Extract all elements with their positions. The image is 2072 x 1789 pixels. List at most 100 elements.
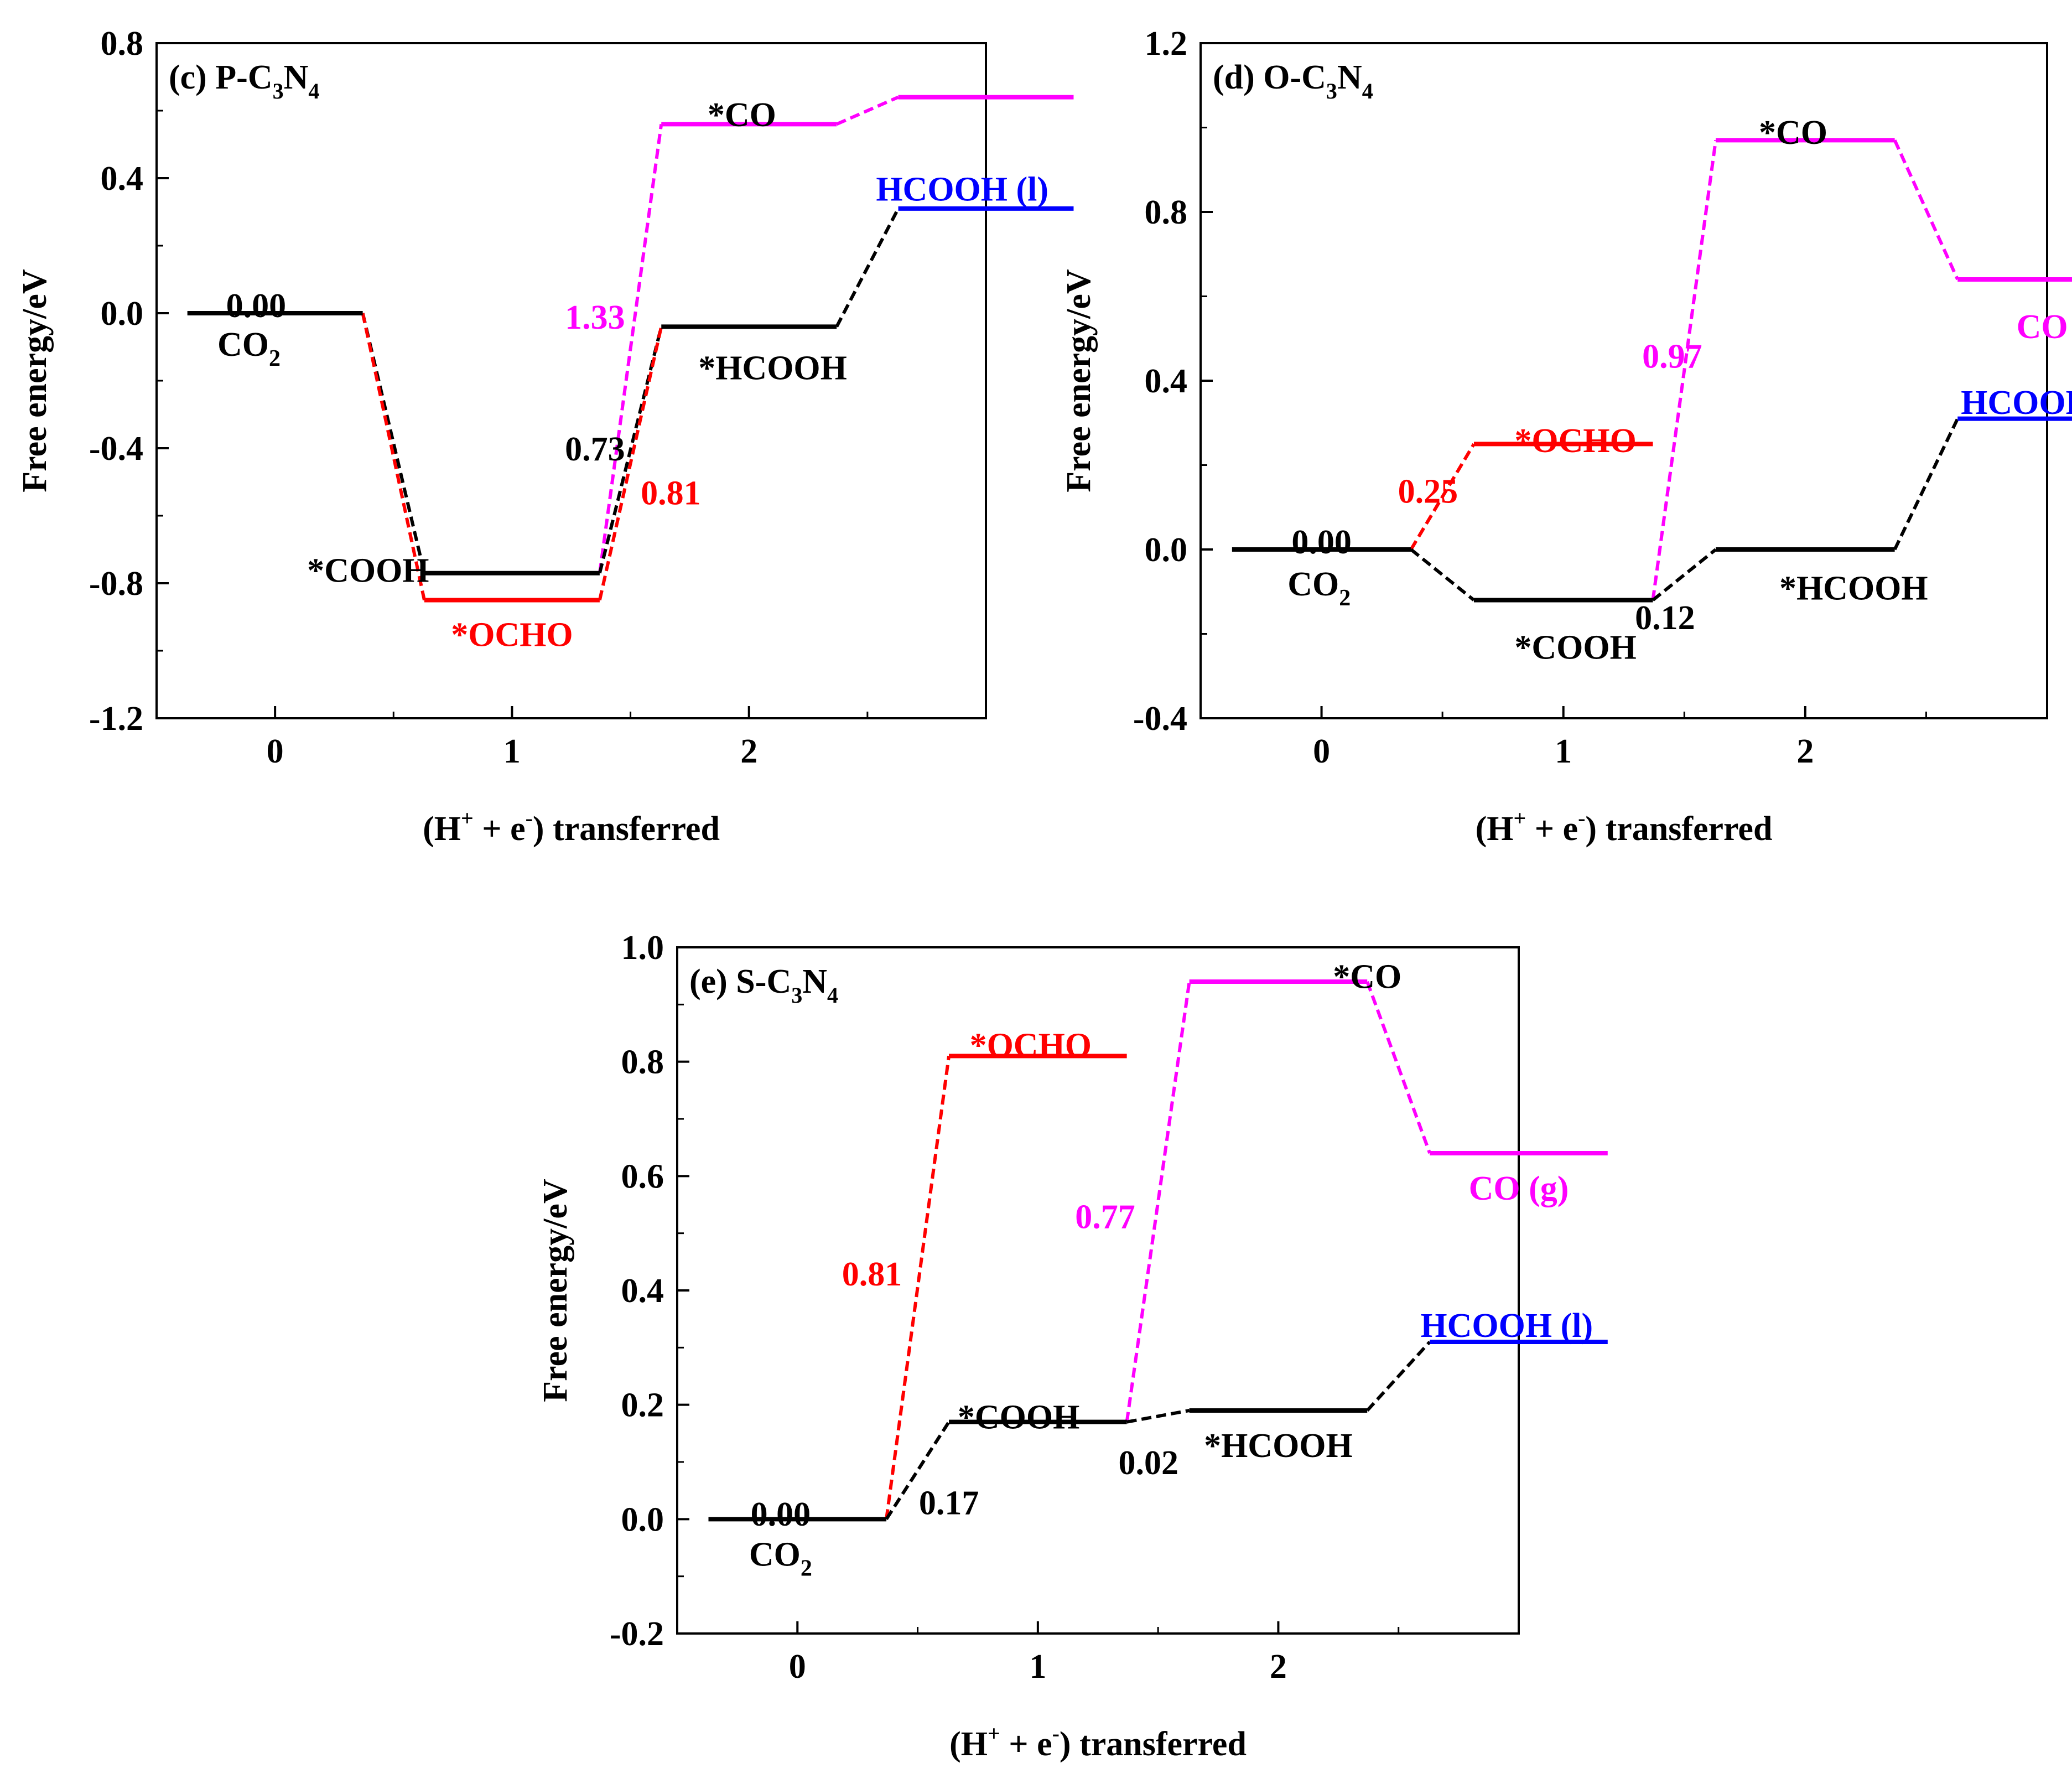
y-tick-label: 0.8 — [621, 1044, 664, 1081]
y-tick-label: 0.0 — [1145, 531, 1188, 569]
y-tick-label: 1.0 — [621, 929, 664, 967]
data-label-text: *HCOOH — [1779, 570, 1928, 608]
panel-title-sub: 4 — [308, 79, 319, 103]
path-line-red — [885, 1055, 951, 1520]
path-line-black — [835, 208, 900, 328]
panel-title-part: N — [1337, 59, 1362, 96]
data-label-text: *CO — [1333, 958, 1401, 996]
path-line-red — [598, 326, 663, 601]
x-axis-label-part: (H — [423, 810, 461, 848]
path-line-black — [598, 326, 663, 574]
x-tick-label: 1 — [1555, 733, 1572, 770]
data-label-sub: 2 — [269, 346, 281, 371]
panel-title-part: (c) P-C — [169, 59, 273, 96]
data-label-text: *HCOOH — [698, 350, 847, 387]
data-label: *COOH — [307, 552, 429, 590]
y-tick-label: 0.4 — [101, 160, 144, 198]
data-label: 0.77 — [1075, 1199, 1135, 1236]
x-tick-label: 2 — [1270, 1648, 1287, 1686]
x-axis-label-part: + e — [1000, 1725, 1052, 1763]
path-line-magenta — [835, 95, 899, 126]
panel-title-part: N — [802, 963, 827, 1000]
data-label-text: *COOH — [1514, 629, 1636, 666]
panel-title-sub: 3 — [1326, 79, 1337, 103]
x-axis-label-part: + e — [474, 810, 526, 848]
panel-title-sub: 4 — [827, 983, 838, 1008]
data-label-text: 1.33 — [565, 299, 625, 336]
data-label: *COOH — [1514, 629, 1636, 666]
data-label: 0.12 — [1635, 599, 1695, 637]
data-label: 0.25 — [1398, 473, 1458, 510]
data-label-text: CO (g) — [2017, 308, 2072, 346]
data-label-text: 0.00 — [1291, 523, 1352, 561]
x-axis-label-part: (H — [1476, 810, 1514, 848]
data-label-text: 0.77 — [1075, 1199, 1135, 1236]
data-label: 0.73 — [565, 431, 625, 468]
y-axis-label: Free energy/eV — [537, 1179, 574, 1402]
data-label: HCOOH (l) — [876, 170, 1048, 208]
panel-d: -0.4 0.0 0.4 0.8 1.2 0 1 2 (H+ + e-) transferred… — [1060, 25, 2072, 848]
y-tick-label: -0.2 — [610, 1615, 664, 1653]
panel-e: -0.2 0.0 0.2 0.4 0.6 0.8 1.0 0 1 2 (H+ + e-) trans… — [537, 929, 1608, 1763]
data-label-text: *HCOOH — [1204, 1427, 1353, 1465]
panel-title-sub: 3 — [273, 79, 284, 103]
data-label-text: *COOH — [958, 1398, 1079, 1436]
x-tick-label: 0 — [1313, 733, 1330, 770]
panel-title: (c) P-C3N4 — [169, 59, 319, 103]
x-axis-label-part: ) transferred — [533, 810, 720, 848]
path-line-black — [1366, 1340, 1431, 1412]
y-tick-label: 0.0 — [101, 295, 144, 333]
x-axis-label-part: + e — [1526, 810, 1578, 848]
y-tick-label: -0.4 — [1133, 700, 1187, 738]
path-line-red — [361, 313, 426, 601]
data-label-text: *CO — [708, 96, 776, 134]
data-label: 0.97 — [1642, 338, 1702, 375]
data-label-text: 0.17 — [919, 1484, 979, 1522]
data-label-text: 0.02 — [1119, 1444, 1179, 1482]
data-label: *OCHO — [970, 1027, 1092, 1065]
path-line-magenta — [598, 123, 663, 574]
data-label-text: 0.00 — [751, 1496, 811, 1533]
data-label: 0.17 — [919, 1484, 979, 1522]
path-line-black — [1410, 548, 1475, 601]
path-line-magenta — [1651, 139, 1718, 600]
path-line-red — [1409, 443, 1476, 551]
data-label: 0.81 — [641, 474, 701, 512]
x-axis-label: (H+ + e-) transferred — [949, 1721, 1247, 1763]
y-tick-label: 0.8 — [1145, 194, 1188, 231]
y-tick-label: 0.8 — [101, 25, 144, 63]
data-label-text: HCOOH (l) — [876, 170, 1048, 208]
y-tick-label: 0.0 — [621, 1501, 664, 1538]
data-label: *OCHO — [451, 616, 573, 654]
y-tick-label: 0.6 — [621, 1158, 664, 1195]
data-label-text: *OCHO — [451, 616, 573, 654]
panel-title-part: N — [284, 59, 309, 96]
x-tick-label: 1 — [1029, 1648, 1046, 1686]
path-line-black — [885, 1421, 951, 1520]
path-line-magenta — [1125, 981, 1191, 1423]
x-axis-label-sup: - — [1052, 1721, 1060, 1746]
x-tick-label: 2 — [740, 733, 757, 770]
x-axis-label-sup: - — [1578, 806, 1585, 831]
data-label-sub: 2 — [1339, 585, 1351, 611]
x-axis-label-sup: + — [988, 1721, 1000, 1746]
y-tick-label: 1.2 — [1145, 25, 1188, 63]
data-label: *OCHO — [1514, 422, 1636, 460]
data-label: HCOOH (l) — [1420, 1307, 1593, 1345]
y-tick-label: -0.8 — [89, 565, 143, 603]
x-axis-label-part: ) transferred — [1060, 1725, 1247, 1763]
x-axis-label: (H+ + e-) transferred — [1476, 806, 1773, 848]
x-tick-label: 0 — [267, 733, 284, 770]
data-label: CO2 — [749, 1536, 812, 1581]
y-axis-label: Free energy/eV — [16, 269, 54, 492]
data-label: 0.00 — [751, 1496, 811, 1533]
data-label: 0.00 — [1291, 523, 1352, 561]
x-axis-label-part: ) transferred — [1585, 810, 1772, 848]
data-label-text: 0.97 — [1642, 338, 1702, 375]
data-label-text: 0.81 — [842, 1256, 902, 1293]
data-label-text: *OCHO — [970, 1027, 1092, 1065]
data-label-text: *CO — [1759, 114, 1827, 152]
data-label: *CO — [1759, 114, 1827, 152]
data-label: 0.02 — [1119, 1444, 1179, 1482]
